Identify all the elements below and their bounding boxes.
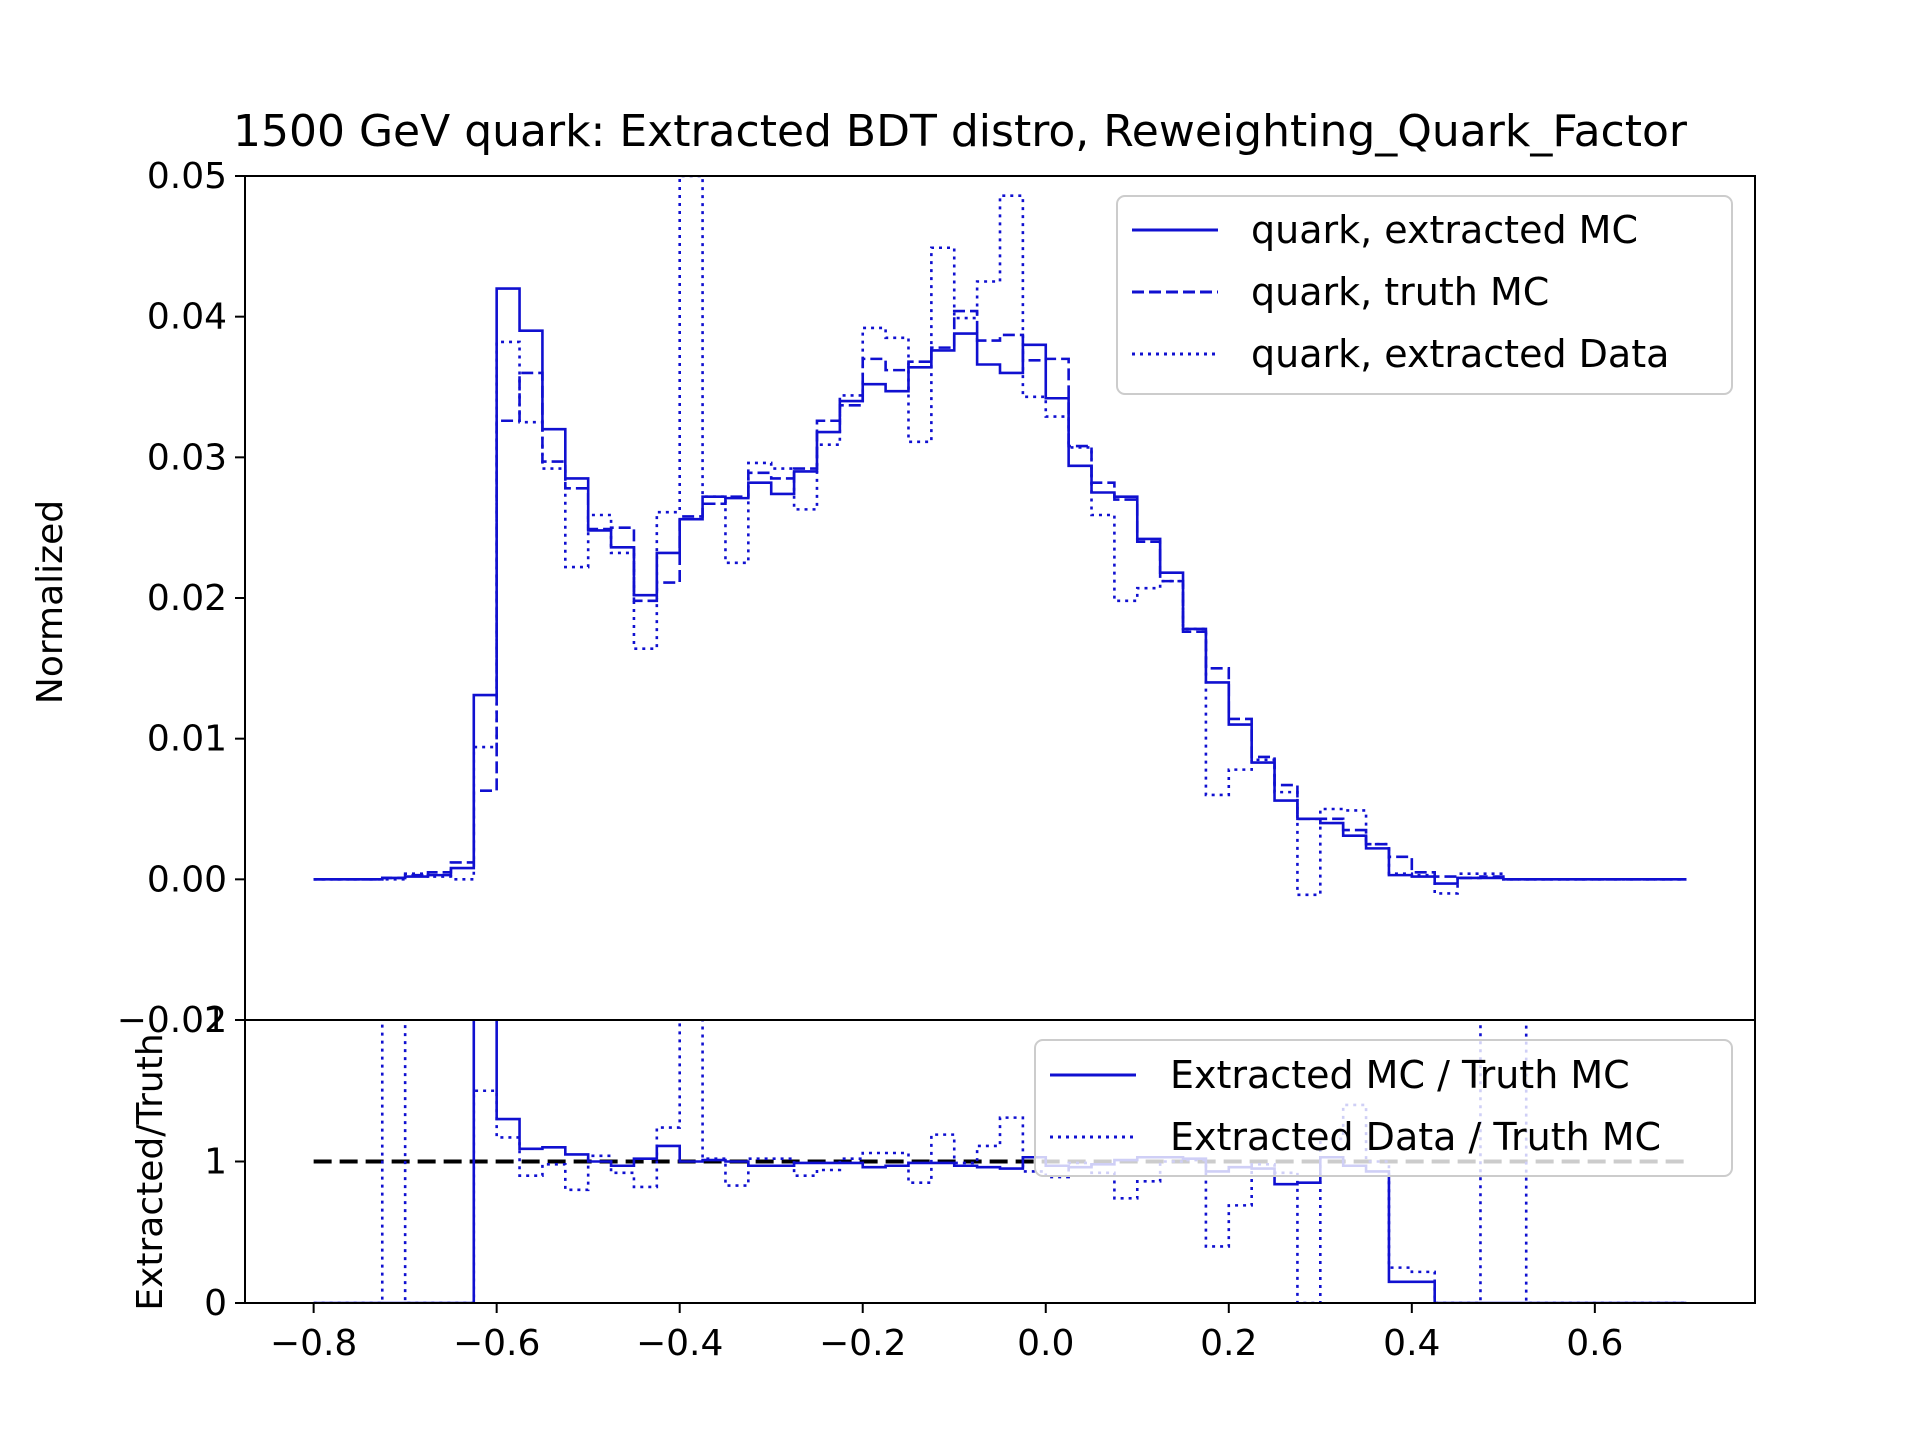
bottom-y-ticks: 0 1 2 — [204, 1000, 245, 1324]
chart-title: 1500 GeV quark: Extracted BDT distro, Re… — [233, 106, 1688, 157]
bottom-x-tick-label: 0.0 — [1017, 1323, 1074, 1364]
top-y-tick-label: 0.03 — [147, 437, 227, 478]
top-series-1-line — [313, 309, 1687, 881]
bottom-x-tick-label: 0.2 — [1200, 1323, 1257, 1364]
top-y-tick-label: 0.04 — [147, 297, 227, 338]
top-y-tick-label: 0.00 — [147, 859, 227, 900]
bottom-x-tick-label: 0.6 — [1566, 1323, 1623, 1364]
bottom-x-tick-label: −0.8 — [270, 1323, 357, 1364]
top-legend: quark, extracted MC quark, truth MC quar… — [1116, 195, 1733, 395]
bottom-y-tick-label: 2 — [204, 1000, 227, 1041]
bottom-y-tick-label: 0 — [204, 1283, 227, 1324]
top-y-tick-label: 0.05 — [147, 156, 227, 197]
legend-label-mc-ratio: Extracted MC / Truth MC — [1170, 1053, 1630, 1097]
bottom-series-1-line — [313, 1020, 1687, 1303]
top-y-tick-label: 0.02 — [147, 578, 227, 619]
bottom-y-tick-label: 1 — [204, 1142, 227, 1183]
bottom-x-ticks: −0.8 −0.6 −0.4 −0.2 0.0 0.2 0.4 0.6 — [270, 1303, 1623, 1364]
top-series-0-line — [313, 287, 1687, 885]
top-y-tick-label: 0.01 — [147, 719, 227, 760]
top-panel: −0.01 0.00 0.01 0.02 0.03 0.04 0.05 Normalized… — [30, 156, 1756, 1041]
top-series-group — [313, 176, 1687, 897]
bottom-plot-frame — [244, 1019, 1756, 1304]
bottom-x-tick-label: −0.2 — [819, 1323, 906, 1364]
top-y-axis-label: Normalized — [30, 500, 71, 704]
legend-label-extracted-mc: quark, extracted MC — [1251, 208, 1638, 252]
legend-label-extracted-data: quark, extracted Data — [1251, 332, 1669, 376]
top-legend-box — [1116, 195, 1733, 395]
bottom-panel: 0 1 2 −0.8 −0.6 −0.4 −0.2 0.0 0.2 0.4 0.6 Extract… — [130, 1000, 1756, 1364]
legend-label-truth-mc: quark, truth MC — [1251, 270, 1549, 314]
bottom-legend-box — [1034, 1039, 1733, 1177]
top-y-ticks: −0.01 0.00 0.01 0.02 0.03 0.04 0.05 — [117, 156, 245, 1041]
bottom-x-tick-label: −0.6 — [453, 1323, 540, 1364]
bottom-x-tick-label: 0.4 — [1383, 1323, 1440, 1364]
bottom-x-tick-label: −0.4 — [636, 1323, 723, 1364]
bottom-legend: Extracted MC / Truth MC Extracted Data /… — [1034, 1039, 1733, 1177]
top-y-tick-label: −0.01 — [117, 1000, 227, 1041]
bottom-y-axis-label: Extracted/Truth — [130, 1033, 171, 1310]
legend-label-data-ratio: Extracted Data / Truth MC — [1170, 1115, 1661, 1159]
